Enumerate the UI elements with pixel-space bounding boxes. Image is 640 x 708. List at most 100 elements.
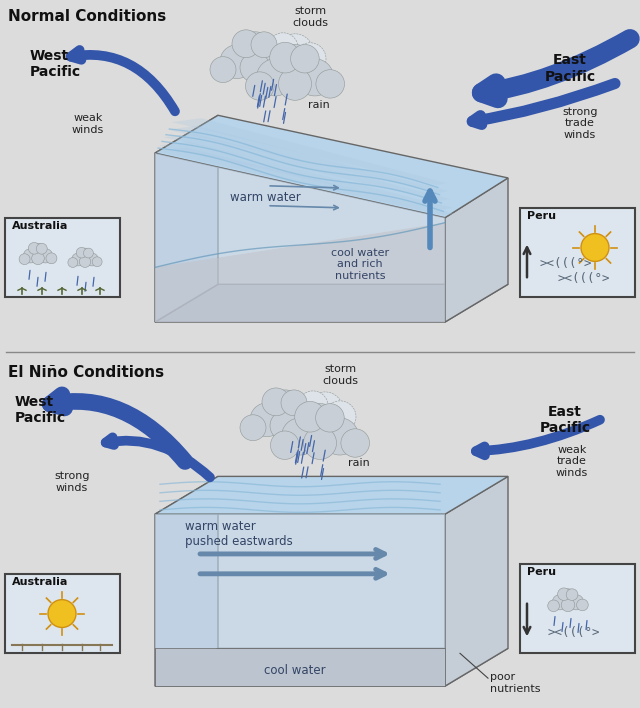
Circle shape (316, 404, 344, 432)
Polygon shape (163, 133, 451, 201)
Circle shape (68, 258, 78, 268)
Circle shape (271, 45, 319, 93)
Circle shape (210, 57, 236, 83)
Polygon shape (155, 115, 218, 322)
Polygon shape (155, 649, 445, 686)
Circle shape (557, 588, 570, 600)
Text: Normal Conditions: Normal Conditions (8, 9, 166, 24)
Circle shape (281, 390, 307, 416)
Circle shape (257, 59, 294, 96)
Polygon shape (168, 126, 449, 193)
Circle shape (303, 427, 337, 459)
Circle shape (256, 45, 290, 79)
Circle shape (233, 32, 277, 76)
Circle shape (294, 42, 326, 74)
Polygon shape (445, 178, 508, 322)
Circle shape (558, 589, 578, 608)
Circle shape (36, 244, 47, 254)
Text: rain: rain (348, 459, 370, 469)
Circle shape (324, 401, 356, 433)
Polygon shape (155, 153, 445, 268)
Circle shape (250, 403, 284, 437)
Circle shape (307, 392, 343, 428)
Circle shape (286, 403, 320, 437)
Circle shape (296, 404, 344, 452)
Text: storm
clouds: storm clouds (292, 6, 328, 28)
Circle shape (269, 42, 301, 73)
Circle shape (286, 55, 314, 83)
Circle shape (316, 413, 344, 440)
Text: East
Pacific: East Pacific (545, 54, 596, 84)
Text: Australia: Australia (12, 577, 68, 587)
Text: East
Pacific: East Pacific (540, 405, 591, 435)
Circle shape (72, 253, 84, 266)
Circle shape (577, 599, 588, 611)
Polygon shape (155, 649, 508, 686)
Text: Peru: Peru (527, 567, 556, 577)
Circle shape (83, 248, 93, 258)
Circle shape (282, 418, 319, 455)
Text: warm water
pushed eastwards: warm water pushed eastwards (185, 520, 292, 548)
Circle shape (294, 401, 326, 432)
Circle shape (548, 600, 559, 612)
Text: West
Pacific: West Pacific (15, 394, 66, 425)
Text: Australia: Australia (12, 221, 68, 231)
Polygon shape (156, 147, 454, 216)
Text: ><(((°>: ><(((°> (558, 273, 611, 285)
Text: cool water
and rich
nutrients: cool water and rich nutrients (331, 248, 389, 281)
Circle shape (240, 52, 270, 83)
Circle shape (46, 253, 57, 264)
Circle shape (278, 67, 312, 101)
Circle shape (85, 253, 99, 266)
Circle shape (23, 249, 38, 263)
Polygon shape (155, 476, 508, 514)
Circle shape (220, 45, 254, 79)
Circle shape (568, 595, 584, 610)
Circle shape (277, 34, 313, 69)
Circle shape (321, 418, 358, 455)
Text: storm
clouds: storm clouds (322, 364, 358, 386)
Text: strong
trade
winds: strong trade winds (563, 107, 598, 140)
Text: ><(((°>: ><(((°> (540, 258, 593, 270)
FancyBboxPatch shape (5, 573, 120, 653)
Polygon shape (155, 285, 508, 322)
Circle shape (28, 242, 40, 254)
Text: poor
nutrients: poor nutrients (490, 673, 541, 694)
FancyBboxPatch shape (520, 564, 635, 653)
Circle shape (232, 30, 260, 57)
Circle shape (246, 72, 274, 101)
Circle shape (48, 600, 76, 627)
Text: weak
trade
winds: weak trade winds (556, 445, 588, 478)
Circle shape (262, 388, 290, 416)
Text: cool water: cool water (264, 663, 326, 677)
Circle shape (77, 248, 93, 265)
Circle shape (79, 256, 91, 268)
Circle shape (270, 411, 300, 440)
Circle shape (32, 252, 44, 265)
Circle shape (566, 589, 578, 600)
Circle shape (76, 247, 87, 258)
Circle shape (271, 431, 299, 459)
Polygon shape (155, 222, 445, 322)
Circle shape (316, 69, 344, 98)
Text: West
Pacific: West Pacific (30, 49, 81, 79)
Circle shape (296, 59, 333, 96)
Circle shape (240, 415, 266, 440)
Text: weak
winds: weak winds (72, 113, 104, 135)
Polygon shape (155, 115, 508, 217)
FancyBboxPatch shape (5, 217, 120, 297)
Circle shape (291, 45, 319, 73)
Circle shape (251, 32, 277, 57)
Circle shape (552, 595, 568, 610)
Polygon shape (172, 118, 447, 185)
Text: El Niño Conditions: El Niño Conditions (8, 365, 164, 380)
Circle shape (274, 55, 300, 81)
Polygon shape (445, 476, 508, 686)
Text: rain: rain (308, 101, 330, 110)
Circle shape (304, 413, 330, 439)
Circle shape (298, 391, 328, 421)
FancyBboxPatch shape (520, 207, 635, 297)
Circle shape (92, 257, 102, 267)
Text: strong
winds: strong winds (54, 472, 90, 493)
Circle shape (561, 598, 575, 612)
